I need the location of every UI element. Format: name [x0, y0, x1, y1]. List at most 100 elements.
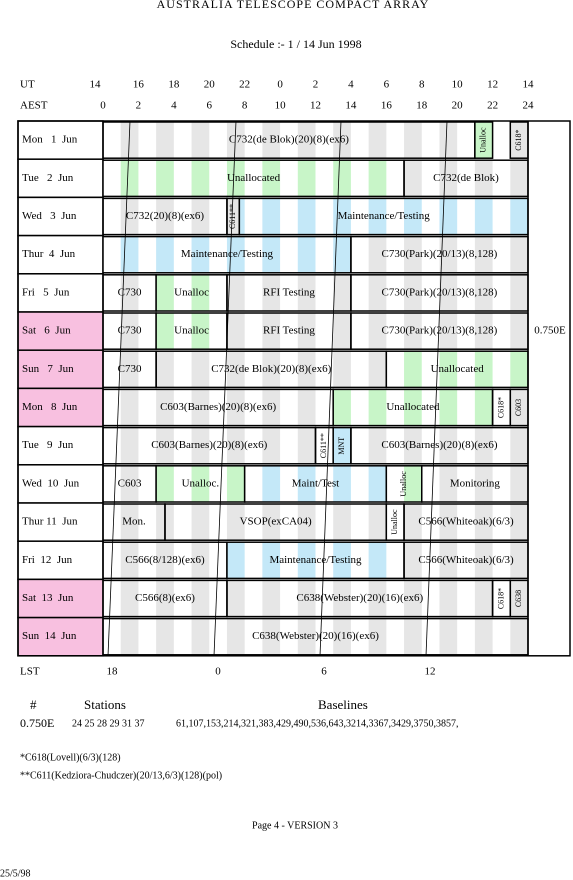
hour-stripe: [333, 427, 351, 464]
hour-stripe: [368, 351, 387, 388]
hour-stripe: [297, 236, 316, 273]
hour-stripe: [262, 427, 281, 464]
hour-stripe: [404, 504, 422, 541]
day-label: Thur 4 Jun: [22, 248, 76, 260]
hour-stripe: [368, 465, 387, 502]
ut-tick: 0: [277, 79, 283, 91]
hour-stripe: [474, 160, 493, 197]
ut-label: UT: [20, 79, 35, 91]
hour-stripe: [368, 236, 387, 273]
table-cell: 61,107,153,214,321,383,429,490,536,643,3…: [176, 718, 459, 729]
hour-stripe: [262, 236, 281, 273]
hour-stripe: [404, 618, 422, 655]
hour-stripe: [262, 504, 281, 541]
hour-stripe: [262, 465, 281, 502]
hour-stripe: [262, 389, 281, 426]
block-label: Unalloc: [399, 471, 408, 497]
hour-stripe: [156, 427, 174, 464]
hour-stripe: [120, 427, 139, 464]
hour-stripe: [262, 274, 281, 311]
block-label: C566(8)(ex6): [135, 592, 195, 604]
aest-tick: 14: [345, 100, 357, 112]
table-cell: 0.750E: [20, 716, 54, 730]
hour-stripe: [297, 160, 316, 197]
hour-stripe: [333, 236, 351, 273]
hour-stripe: [474, 236, 493, 273]
hour-stripe: [297, 389, 316, 426]
block-label: C730(Park)(20/13)(8,128): [382, 325, 498, 337]
hour-stripe: [439, 389, 458, 426]
hour-stripe: [510, 313, 528, 350]
hour-stripe: [262, 580, 281, 617]
hour-stripe: [120, 274, 139, 311]
hour-stripe: [404, 274, 422, 311]
subtitle: Schedule :- 1 / 14 Jun 1998: [230, 37, 361, 51]
hour-stripe: [368, 618, 387, 655]
hour-stripe: [156, 236, 174, 273]
hour-stripe: [262, 618, 281, 655]
block-label: C730: [118, 363, 142, 375]
hour-stripe: [297, 504, 316, 541]
aest-tick: 22: [487, 100, 498, 112]
print-date: 25/5/98: [0, 868, 31, 879]
block-label: Unalloc.: [182, 477, 220, 489]
hour-stripe: [474, 313, 493, 350]
day-cell: [17, 616, 104, 657]
hour-stripe: [368, 389, 387, 426]
lst-line: [213, 120, 237, 657]
ut-tick: 16: [133, 79, 145, 91]
block-bg: [103, 160, 405, 197]
hour-stripe: [191, 351, 210, 388]
block-label: C603(Barnes)(20)(8)(ex6): [151, 439, 267, 451]
block-label: C730(Park)(20/13)(8,128): [382, 286, 498, 298]
hour-stripe: [262, 542, 281, 579]
block-label: C730: [118, 286, 142, 298]
hour-stripe: [474, 465, 493, 502]
hour-stripe: [368, 542, 387, 579]
hour-stripe: [156, 274, 174, 311]
day-cell: [17, 387, 104, 428]
hour-stripe: [120, 618, 139, 655]
table-header: Stations: [84, 697, 126, 712]
block-label: Maintenance/Testing: [338, 210, 431, 222]
hour-stripe: [191, 236, 210, 273]
table-cell: 24 25 28 29 31 37: [72, 718, 145, 729]
block-label: C566(8/128)(ex6): [125, 554, 205, 566]
grid: Mon 1 Jun C732(de Blok)(20)(8)(ex6) Unallo…: [17, 120, 571, 657]
hour-stripe: [120, 198, 139, 235]
hour-stripe: [333, 313, 351, 350]
hour-stripe: [191, 313, 210, 350]
day-cell: [17, 425, 104, 466]
hour-stripe: [191, 198, 210, 235]
hour-stripe: [368, 313, 387, 350]
block-label: Unalloc: [479, 127, 488, 153]
aest-label: AEST: [20, 100, 48, 112]
hour-stripe: [510, 542, 528, 579]
hour-stripe: [404, 198, 422, 235]
hour-stripe: [333, 580, 351, 617]
hour-stripe: [120, 465, 139, 502]
hour-stripe: [191, 122, 210, 159]
block-label: Unalloc: [390, 509, 399, 535]
block-label: C638(Webster)(20)(16)(ex6): [252, 630, 379, 642]
day-label: Thur 11 Jun: [22, 516, 78, 528]
hour-stripe: [156, 542, 174, 579]
hour-stripe: [297, 198, 316, 235]
hour-stripe: [510, 580, 528, 617]
hour-stripe: [262, 160, 281, 197]
table-header: #: [30, 697, 37, 712]
hour-stripe: [439, 351, 458, 388]
hour-stripe: [333, 160, 351, 197]
hour-stripe: [120, 580, 139, 617]
hour-stripe: [404, 122, 422, 159]
hour-stripe: [333, 465, 351, 502]
lst-tick: 6: [321, 666, 327, 678]
hour-stripe: [368, 198, 387, 235]
hour-stripe: [226, 236, 245, 273]
hour-stripe: [404, 542, 422, 579]
hour-stripe: [439, 122, 458, 159]
hour-stripe: [226, 351, 245, 388]
hour-stripe: [474, 389, 493, 426]
